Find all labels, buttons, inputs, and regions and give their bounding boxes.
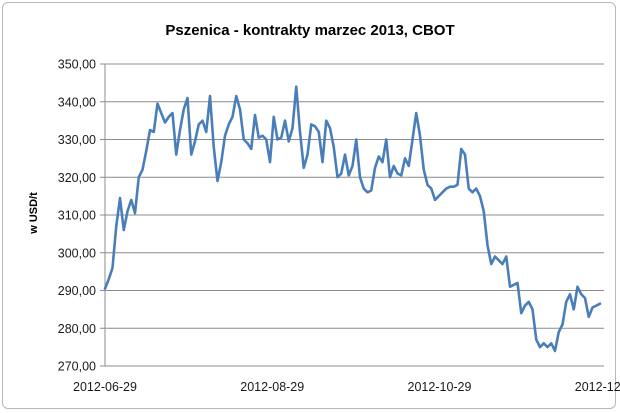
x-tick-labels: 2012-06-29 2012-08-29 2012-10-29 2012-12-29 bbox=[73, 380, 620, 394]
x-tick-label: 2012-08-29 bbox=[240, 380, 304, 394]
x-tick-label: 2012-10-29 bbox=[408, 380, 472, 394]
x-tick-label: 2012-12-29 bbox=[575, 380, 620, 394]
y-tick-label: 340,00 bbox=[58, 95, 96, 109]
y-tick-label: 270,00 bbox=[58, 360, 96, 374]
y-tick-label: 310,00 bbox=[58, 209, 96, 223]
chart-title: Pszenica - kontrakty marzec 2013, CBOT bbox=[165, 22, 454, 39]
series-layer bbox=[105, 87, 600, 351]
y-tick-label: 300,00 bbox=[58, 246, 96, 260]
y-tick-label: 290,00 bbox=[58, 284, 96, 298]
y-tick-labels: 270,00 280,00 290,00 300,00 310,00 320,00 330,… bbox=[58, 58, 96, 374]
y-tick-label: 280,00 bbox=[58, 322, 96, 336]
y-tick-label: 350,00 bbox=[58, 58, 96, 72]
gridlines bbox=[105, 64, 604, 366]
y-tick-label: 320,00 bbox=[58, 171, 96, 185]
y-tick-label: 330,00 bbox=[58, 133, 96, 147]
x-tick-label: 2012-06-29 bbox=[73, 380, 137, 394]
axes bbox=[100, 64, 105, 366]
series-line bbox=[105, 87, 600, 351]
y-axis-title: w USD/t bbox=[28, 192, 40, 235]
